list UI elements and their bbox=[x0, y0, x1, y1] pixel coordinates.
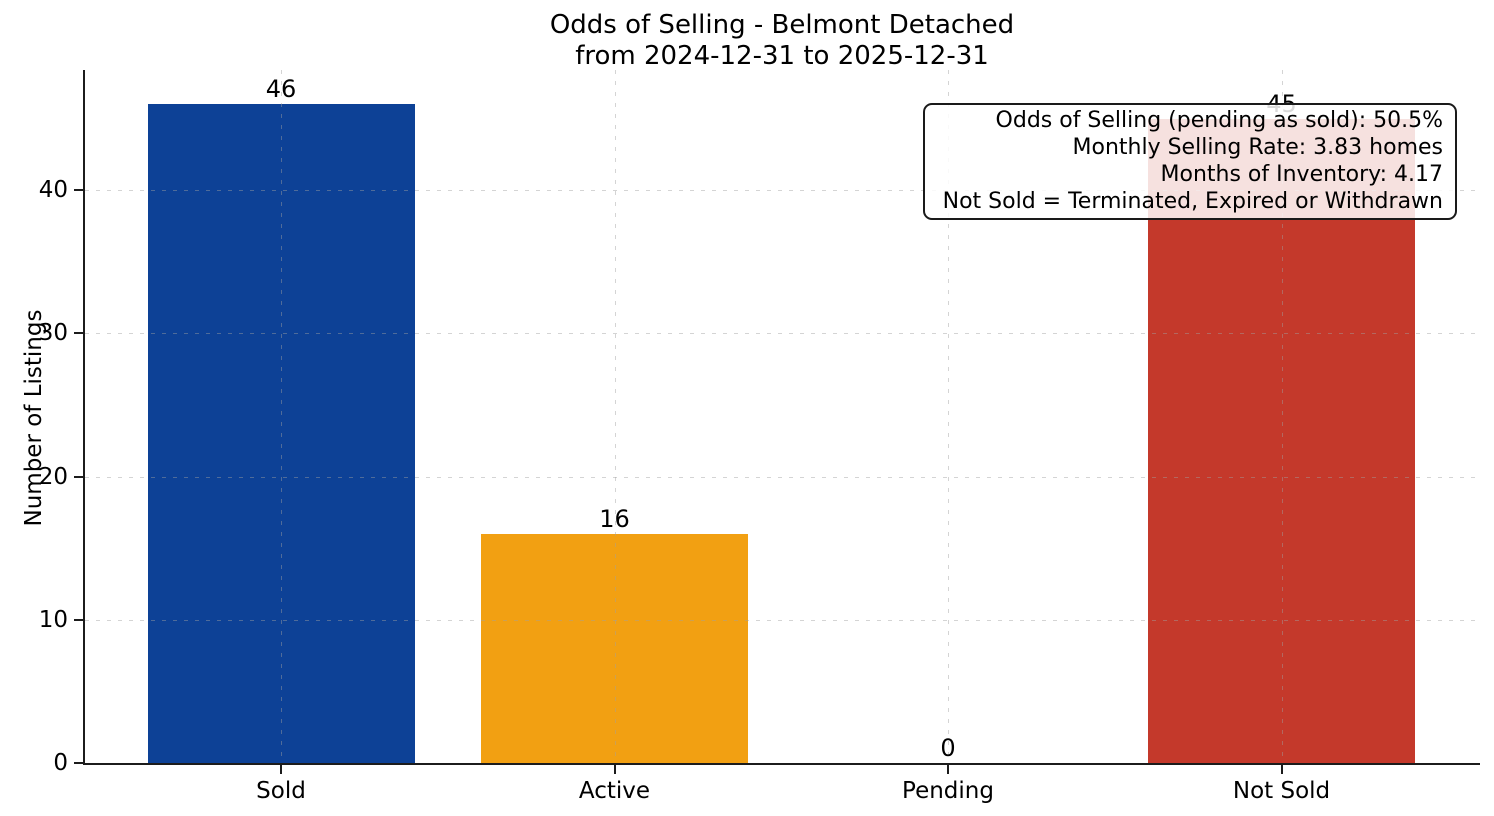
chart-title-line2: from 2024-12-31 to 2025-12-31 bbox=[575, 41, 989, 71]
chart-title: Odds of Selling - Belmont Detached from … bbox=[84, 10, 1480, 72]
y-axis-label: Number of Listings bbox=[21, 309, 47, 527]
x-tick-not-sold bbox=[1280, 765, 1283, 774]
gridline-x-pending bbox=[948, 70, 949, 763]
gridline-y-30 bbox=[85, 333, 1480, 335]
annotation-line-odds-of-selling: Odds of Selling (pending as sold): 50.5% bbox=[995, 108, 1443, 133]
value-label-pending: 0 bbox=[940, 734, 956, 762]
y-tick-label-30: 30 bbox=[38, 320, 68, 347]
y-tick-10 bbox=[74, 618, 83, 621]
gridline-y-20 bbox=[85, 476, 1480, 478]
x-tick-label-sold: Sold bbox=[256, 778, 306, 804]
x-tick-label-active: Active bbox=[578, 778, 651, 804]
gridline-x-active bbox=[614, 70, 616, 763]
y-axis-spine bbox=[83, 70, 85, 765]
annotation-box: Odds of Selling (pending as sold): 50.5%… bbox=[923, 103, 1457, 220]
y-tick-label-0: 0 bbox=[53, 750, 68, 776]
value-label-sold: 46 bbox=[265, 75, 297, 104]
y-tick-label-10: 10 bbox=[38, 606, 68, 633]
y-tick-40 bbox=[74, 189, 83, 192]
gridline-x-sold bbox=[281, 70, 282, 763]
value-label-active: 16 bbox=[599, 504, 630, 533]
x-tick-pending bbox=[947, 765, 949, 774]
bar-active bbox=[481, 533, 748, 763]
annotation-line-not-sold-definition: Not Sold = Terminated, Expired or Withdr… bbox=[942, 189, 1443, 214]
bar-sold bbox=[147, 104, 415, 763]
x-tick-label-not-sold: Not Sold bbox=[1232, 778, 1331, 804]
chart-title-line1: Odds of Selling - Belmont Detached bbox=[549, 10, 1015, 40]
annotation-line-months-of-inventory: Months of Inventory: 4.17 bbox=[1160, 162, 1443, 187]
x-tick-sold bbox=[280, 765, 282, 774]
x-tick-label-pending: Pending bbox=[902, 778, 994, 804]
gridline-x-not-sold bbox=[1281, 70, 1283, 763]
x-tick-active bbox=[613, 765, 616, 774]
gridline-y-40 bbox=[85, 190, 1480, 192]
y-tick-30 bbox=[74, 332, 83, 335]
x-axis-spine bbox=[83, 763, 1480, 765]
y-tick-label-40: 40 bbox=[38, 177, 68, 204]
annotation-line-monthly-selling-rate: Monthly Selling Rate: 3.83 homes bbox=[1072, 135, 1443, 160]
y-tick-0 bbox=[74, 762, 83, 764]
gridline-y-10 bbox=[85, 619, 1480, 621]
y-tick-label-20: 20 bbox=[38, 463, 68, 490]
bar-not-sold bbox=[1148, 118, 1415, 763]
y-tick-20 bbox=[74, 475, 83, 478]
